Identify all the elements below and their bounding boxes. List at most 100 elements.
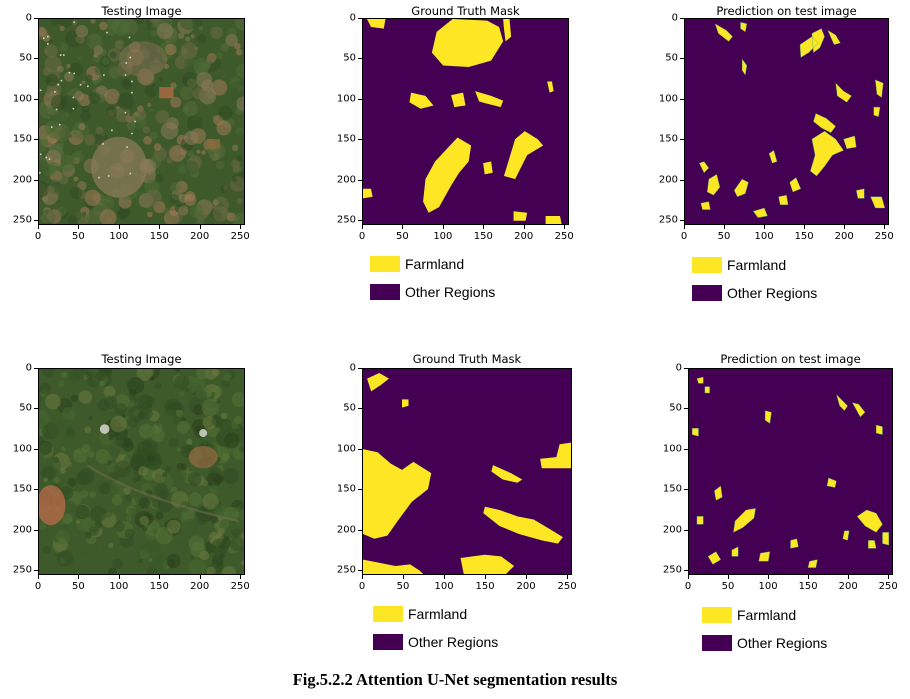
x-tick-label: 200	[190, 581, 210, 592]
x-tick-label: 150	[794, 231, 814, 242]
farmland-region	[451, 92, 466, 108]
farmland-region	[789, 177, 801, 192]
x-tick-mark	[688, 575, 689, 579]
farmland-region	[790, 538, 799, 549]
y-tick-label: 50	[19, 402, 32, 414]
y-tick-label: 150	[336, 483, 356, 495]
farmland-region	[856, 188, 865, 199]
x-tick-label: 100	[109, 581, 129, 592]
y-tick-label: 100	[336, 93, 356, 105]
panel-title: Testing Image	[101, 4, 182, 18]
y-tick-label: 250	[658, 214, 678, 226]
legend-swatch	[702, 635, 732, 651]
farmland-region	[363, 449, 432, 539]
y-tick-mark	[680, 179, 684, 181]
x-tick-label: 50	[72, 581, 85, 592]
y-tick-label: 50	[669, 402, 682, 414]
x-tick-label: 200	[190, 231, 210, 242]
farmland-region	[503, 19, 512, 42]
y-tick-mark	[34, 98, 38, 100]
farmland-region	[807, 559, 818, 568]
farmland-region	[836, 394, 848, 411]
x-tick-label: 0	[34, 231, 42, 242]
y-tick-label: 200	[12, 174, 32, 186]
farmland-region	[700, 201, 711, 210]
y-tick-mark	[358, 18, 362, 19]
y-tick-mark	[358, 179, 362, 181]
legend-item: Farmland	[702, 607, 796, 623]
farmland-region	[810, 131, 844, 176]
farmland-region	[696, 516, 704, 525]
y-tick-label: 100	[658, 93, 678, 105]
x-tick-label: 50	[721, 581, 735, 592]
x-tick-mark	[362, 225, 363, 229]
farmland-region	[811, 28, 825, 53]
farmland-region	[704, 386, 710, 394]
x-tick-label: 200	[514, 231, 534, 242]
y-tick-label: 50	[343, 52, 356, 64]
legend-swatch	[702, 607, 732, 623]
farmland-region	[491, 465, 523, 483]
x-tick-mark	[402, 225, 404, 229]
x-tick-label: 200	[516, 581, 536, 592]
legend-label: Other Regions	[737, 635, 828, 651]
y-tick-label: 250	[336, 214, 356, 226]
farmland-region	[708, 551, 721, 565]
farmland-region	[733, 508, 756, 533]
legend-swatch	[370, 256, 400, 272]
farmland-region	[852, 402, 866, 418]
y-tick-label: 0	[671, 12, 678, 24]
legend-item: Other Regions	[373, 634, 498, 650]
x-tick-label: 200	[834, 231, 854, 242]
y-tick-mark	[34, 368, 38, 369]
y-tick-mark	[680, 220, 684, 222]
y-tick-label: 0	[349, 362, 356, 374]
x-tick-label: 50	[396, 581, 410, 592]
x-tick-mark	[38, 575, 39, 579]
y-tick-mark	[358, 570, 362, 572]
farmland-region	[423, 137, 472, 213]
satellite-image	[38, 368, 245, 575]
panel-title: Prediction on test image	[716, 4, 857, 18]
x-tick-label: 150	[475, 581, 495, 592]
x-tick-mark	[118, 225, 120, 229]
legend-label: Farmland	[727, 257, 787, 273]
y-tick-label: 0	[675, 362, 682, 374]
x-tick-mark	[724, 225, 726, 229]
x-tick-mark	[684, 225, 685, 229]
x-tick-mark	[362, 575, 363, 579]
x-tick-label: 150	[473, 231, 493, 242]
satellite-image	[38, 18, 245, 225]
y-tick-label: 50	[343, 402, 356, 414]
ground-truth-mask	[362, 18, 569, 225]
farmland-region	[363, 559, 424, 574]
farmland-region	[742, 59, 747, 76]
farmland-region	[876, 425, 883, 435]
y-tick-mark	[358, 368, 362, 369]
x-tick-mark	[240, 225, 242, 229]
x-tick-label: 0	[358, 231, 366, 242]
y-tick-label: 100	[662, 443, 682, 455]
farmland-region	[367, 19, 386, 29]
x-tick-label: 50	[72, 231, 85, 242]
x-tick-mark	[118, 575, 120, 579]
x-tick-mark	[764, 225, 766, 229]
x-tick-mark	[523, 225, 525, 229]
y-tick-mark	[358, 448, 362, 450]
legend-item: Other Regions	[702, 635, 827, 651]
farmland-region	[707, 174, 720, 196]
farmland-region	[715, 23, 733, 42]
y-tick-mark	[34, 58, 38, 60]
y-tick-label: 150	[662, 483, 682, 495]
farmland-region	[363, 188, 373, 199]
legend-label: Farmland	[737, 607, 797, 623]
legend-swatch	[370, 284, 400, 300]
prediction-mask	[688, 368, 893, 575]
y-tick-mark	[34, 220, 38, 222]
y-tick-mark	[358, 408, 362, 410]
y-tick-mark	[684, 489, 688, 491]
x-tick-mark	[159, 575, 161, 579]
legend-item: Farmland	[373, 606, 467, 622]
y-tick-label: 250	[12, 564, 32, 576]
y-tick-mark	[680, 58, 684, 60]
